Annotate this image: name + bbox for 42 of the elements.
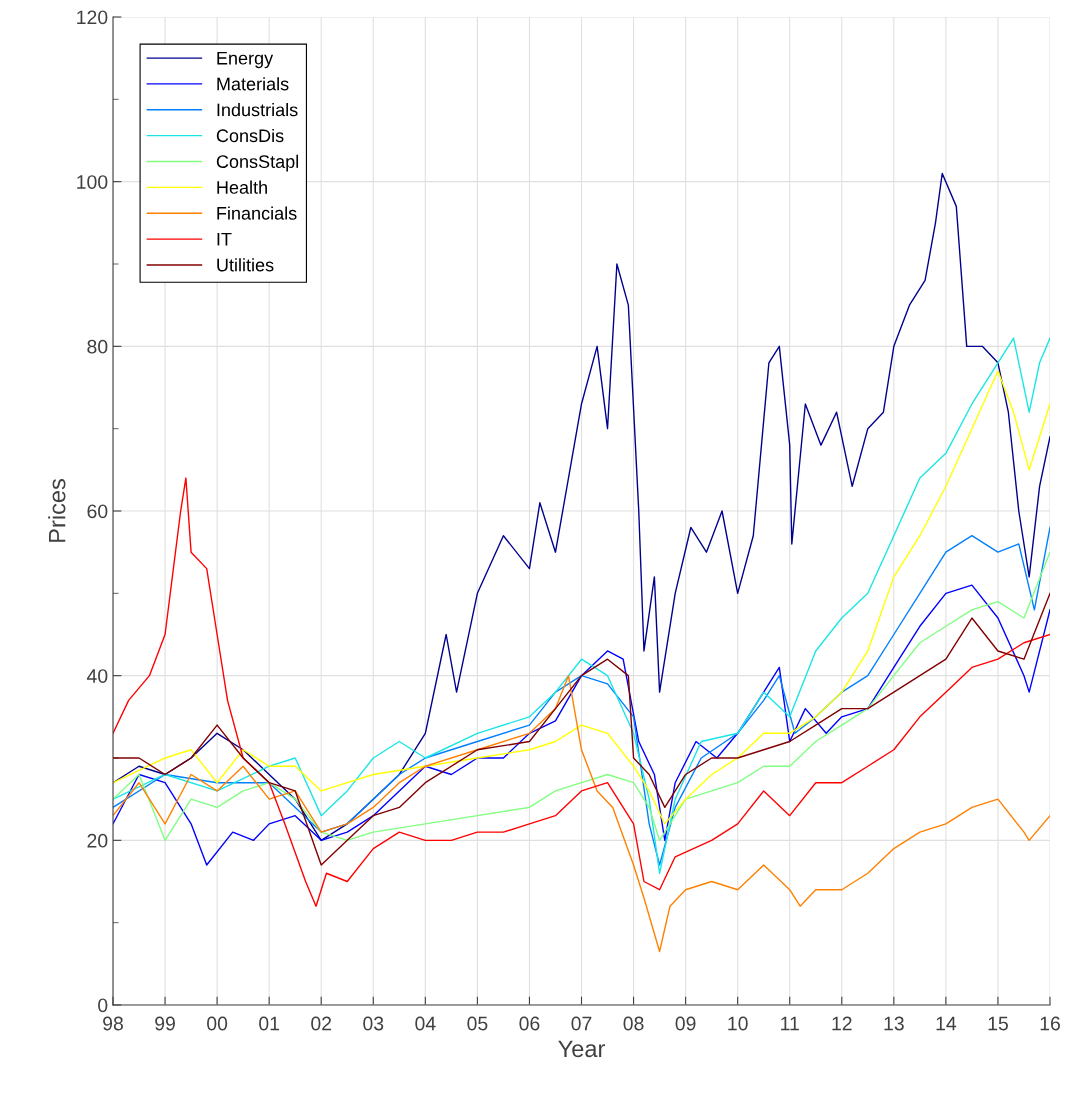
line-series [113,674,1050,953]
line-series [113,370,1050,825]
x-tick-label: 98 [103,1016,123,1031]
line-series [113,337,1050,874]
y-tick-label: 20 [87,833,108,848]
line-series [113,477,1050,907]
x-tick-label: 01 [259,1016,280,1031]
legend-label: Materials [217,77,289,91]
legend-label: ConsDis [216,128,284,143]
x-tick-label: 04 [415,1016,436,1031]
x-tick-label: 08 [623,1016,644,1031]
legend-label: ConsStapl [216,154,299,172]
x-tick-label: 03 [363,1016,384,1031]
x-tick-label: 02 [311,1016,332,1031]
legend-label: Industrials [217,103,298,117]
x-tick-label: 16 [1040,1016,1060,1031]
x-tick-label: 13 [884,1016,904,1031]
legend-label: Utilities [217,258,274,272]
x-tick-label: 99 [155,1016,175,1031]
legend-label: Financials [217,206,297,220]
legend-label: IT [217,232,232,246]
x-tick-label: 00 [207,1016,228,1031]
x-tick-label: 11 [781,1016,799,1031]
y-tick-label: 120 [77,10,108,25]
y-axis-title: Prices [48,479,66,542]
y-tick-label: 0 [98,998,108,1013]
legend-label: Health [217,180,267,194]
y-tick-label: 60 [87,504,108,519]
x-tick-label: 05 [467,1016,488,1031]
legend-label: Energy [217,51,274,69]
x-tick-label: 12 [832,1016,852,1031]
x-tick-label: 09 [675,1016,696,1031]
y-tick-label: 80 [87,339,108,354]
line-series [113,172,1050,842]
x-tick-label: 15 [988,1016,1008,1031]
y-tick-label: 40 [86,669,108,683]
x-axis-title: Year [558,1040,605,1058]
x-tick-label: 06 [519,1016,540,1031]
x-tick-label: 07 [571,1016,592,1031]
x-tick-label: 10 [728,1016,748,1031]
x-tick-label: 14 [936,1016,957,1031]
y-tick-label: 100 [77,175,108,189]
